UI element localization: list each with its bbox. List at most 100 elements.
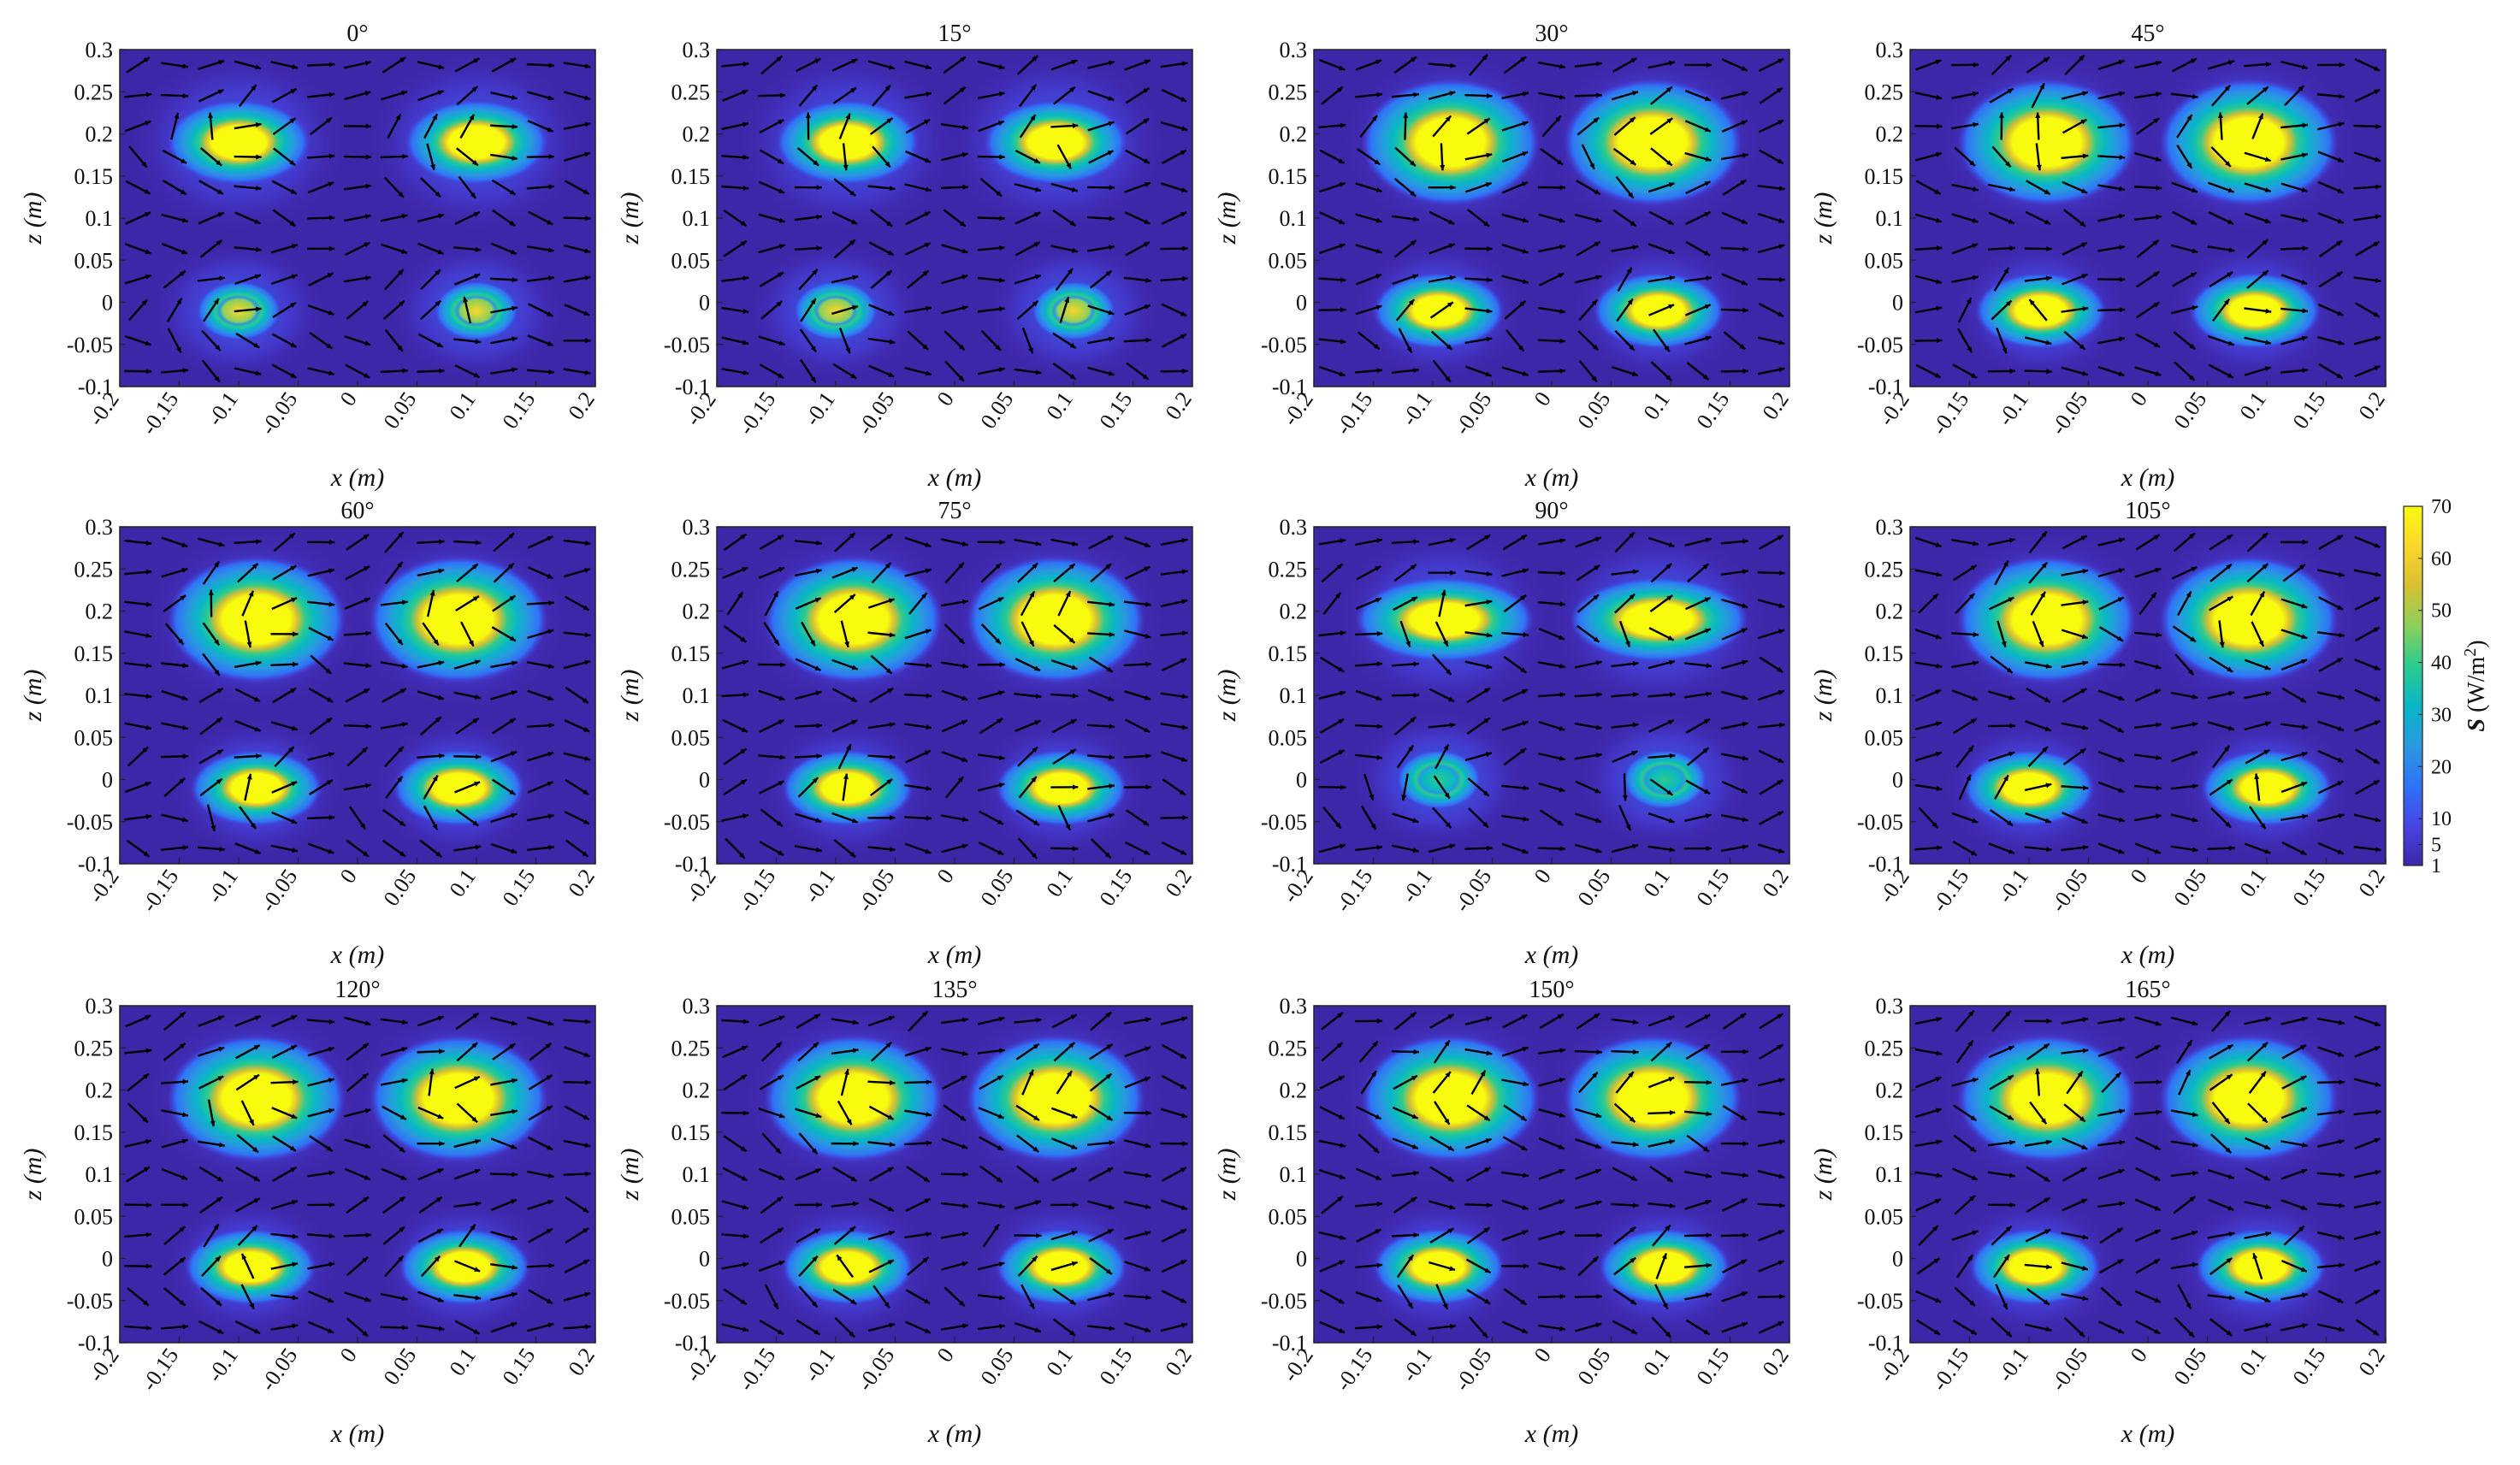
arrow-head: [291, 274, 298, 280]
arrow-head: [253, 1074, 260, 1080]
arrow-head: [217, 1076, 224, 1081]
arrow-head: [1411, 1075, 1417, 1081]
arrow-head: [2155, 157, 2162, 162]
arrow-head: [958, 638, 965, 644]
arrow-head: [1705, 813, 1712, 819]
arrow-head: [1559, 1265, 1565, 1271]
arrow-head: [2003, 1255, 2009, 1261]
arrow-head: [437, 1297, 444, 1303]
arrow-head: [249, 1119, 254, 1125]
y-tick-label: 0.25: [671, 557, 711, 582]
arrow-head: [2045, 1139, 2052, 1145]
arrow-head: [2338, 340, 2345, 346]
arrow-head: [1629, 345, 1635, 351]
arrow-head: [2005, 55, 2012, 62]
arrow-head: [959, 86, 966, 93]
arrow-head: [2079, 1116, 2085, 1122]
arrow-head: [290, 88, 297, 94]
arrow-head: [2155, 1020, 2162, 1026]
arrow-head: [776, 301, 783, 307]
arrow-head: [1742, 569, 1748, 575]
y-tick-label: 0.25: [1269, 1036, 1308, 1060]
x-tick-label: -0.15: [734, 387, 781, 440]
arrow-head: [775, 1148, 781, 1155]
arrow-head: [2082, 1296, 2089, 1302]
arrow-head: [961, 1261, 968, 1267]
arrow-head: [1338, 1114, 1345, 1119]
arrow-head: [1143, 820, 1150, 826]
arrow-head: [1448, 219, 1455, 224]
arrow-head: [510, 249, 517, 255]
arrow-head: [1632, 843, 1639, 849]
arrow-head: [1936, 245, 1943, 251]
arrow-head: [2338, 121, 2345, 127]
arrow-head: [815, 690, 822, 696]
arrow-head: [430, 163, 435, 170]
arrow-head: [1450, 1324, 1456, 1330]
colorbar-tick-label: 70: [2431, 496, 2452, 518]
arrow-head: [584, 369, 591, 375]
arrow-head: [1704, 789, 1711, 795]
arrow-head: [362, 1331, 369, 1337]
arrow-head: [292, 848, 299, 854]
arrow-head: [925, 370, 932, 376]
arrow-head: [1486, 599, 1493, 605]
y-tick-label: 0.3: [683, 38, 711, 62]
arrow-head: [585, 1324, 591, 1330]
arrow-head: [1107, 1167, 1114, 1173]
arrow-head: [890, 815, 896, 821]
arrow-head: [1485, 182, 1492, 187]
arrow-head: [2375, 1200, 2381, 1206]
x-tick-label: 0: [335, 387, 362, 411]
arrow-head: [397, 532, 404, 538]
arrow-head: [997, 1075, 1003, 1081]
arrow-head: [1706, 1111, 1712, 1117]
arrow-head: [1666, 595, 1673, 601]
arrow-head: [401, 213, 408, 219]
arrow-head: [1372, 1041, 1378, 1048]
arrow-head: [1034, 212, 1041, 217]
colorbar-tick-label: 10: [2431, 808, 2452, 830]
arrow-head: [1145, 1327, 1151, 1332]
arrow-head: [547, 1322, 554, 1328]
arrow-head: [1776, 87, 1783, 93]
arrow-head: [996, 1177, 1003, 1183]
arrow-head: [2298, 1226, 2304, 1232]
arrow-head: [2375, 847, 2381, 853]
arrow-head: [399, 820, 405, 826]
x-tick-label: -0.05: [2046, 865, 2093, 917]
arrow-head: [2046, 1018, 2052, 1025]
arrow-head: [1934, 1329, 1940, 1335]
arrow-head: [1666, 789, 1673, 795]
arrow-head: [1376, 661, 1383, 667]
arrow-head: [1029, 640, 1034, 647]
arrow-head: [1033, 1115, 1039, 1121]
arrow-head: [888, 372, 895, 377]
arrow-head: [1936, 785, 1943, 791]
arrow-head: [1742, 1232, 1748, 1238]
arrow-head: [179, 777, 186, 784]
arrow-head: [1035, 369, 1042, 375]
arrow-head: [1742, 694, 1748, 700]
arrow-head: [1336, 564, 1343, 570]
arrow-head: [327, 697, 334, 702]
arrow-head: [1596, 1049, 1602, 1055]
arrow-head: [1705, 96, 1712, 102]
arrow-head: [474, 274, 481, 279]
arrow-head: [2336, 373, 2343, 379]
arrow-head: [2118, 787, 2125, 793]
arrow-head: [1340, 277, 1346, 283]
y-tick-label: 0.15: [74, 164, 114, 189]
arrow-head: [508, 533, 515, 539]
arrow-head: [1182, 368, 1188, 374]
x-tick-label: 0.05: [379, 1344, 422, 1390]
arrow-head: [1968, 1010, 1974, 1017]
arrow-head: [2265, 340, 2271, 346]
arrow-head: [401, 1078, 408, 1084]
arrow-head: [887, 1206, 894, 1211]
arrow-head: [1180, 97, 1187, 102]
arrow-head: [2082, 1048, 2089, 1054]
arrow-head: [473, 212, 480, 217]
arrow-head: [547, 629, 554, 635]
arrow-head: [816, 245, 822, 251]
